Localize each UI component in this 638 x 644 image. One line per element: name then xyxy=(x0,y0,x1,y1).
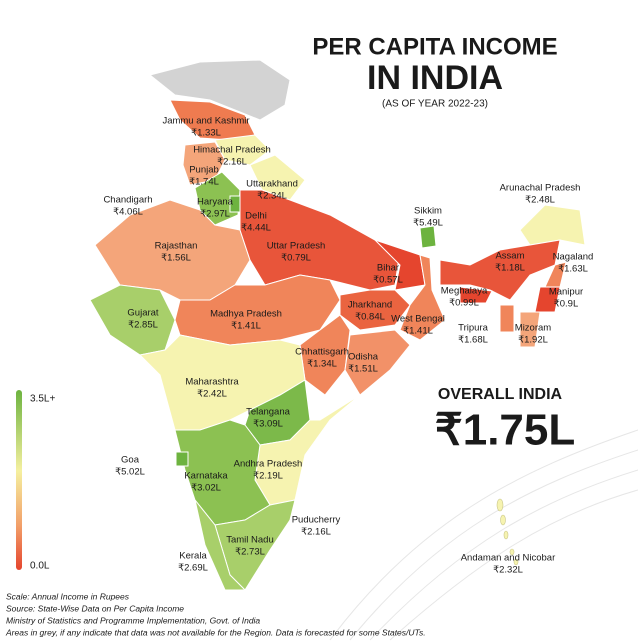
legend-scale xyxy=(16,390,22,570)
region-name: Tamil Nadu xyxy=(226,535,274,546)
note: Source: State-Wise Data on Per Capita In… xyxy=(6,603,184,613)
region-value: ₹1.33L xyxy=(191,128,221,139)
region-name: Assam xyxy=(495,251,524,262)
region-value: ₹0.57L xyxy=(373,275,403,286)
region-name: Chhattisgarh xyxy=(295,347,349,358)
region-name: Kerala xyxy=(179,551,207,562)
note: Scale: Annual Income in Rupees xyxy=(6,591,130,601)
region-value: ₹1.56L xyxy=(161,253,191,264)
region-name: Andhra Pradesh xyxy=(234,459,303,470)
region-value: ₹2.42L xyxy=(197,389,227,400)
region-value: ₹2.97L xyxy=(200,209,230,220)
region-name: Tripura xyxy=(458,323,488,334)
region-name: Madhya Pradesh xyxy=(210,309,282,320)
region-name: Haryana xyxy=(197,197,234,208)
region-value: ₹3.09L xyxy=(253,419,283,430)
decor-lines xyxy=(329,429,638,641)
region-name: Jharkhand xyxy=(348,300,392,311)
region-value: ₹0.9L xyxy=(554,299,579,310)
region-name: Meghalaya xyxy=(441,286,488,297)
region-value: ₹4.44L xyxy=(241,223,271,234)
region-name: Mizoram xyxy=(515,323,552,334)
region-name: Chandigarh xyxy=(103,195,152,206)
region-name: Rajasthan xyxy=(155,241,198,252)
region-name: Puducherry xyxy=(292,515,341,526)
region-name: Andaman and Nicobar xyxy=(461,553,556,564)
region-name: Maharashtra xyxy=(185,377,239,388)
region-value: ₹1.68L xyxy=(458,335,488,346)
region-value: ₹4.06L xyxy=(113,207,143,218)
note: Ministry of Statistics and Programme Imp… xyxy=(6,615,260,625)
title-line-2: IN INDIA xyxy=(367,59,503,97)
legend-min: 0.0L xyxy=(30,561,50,572)
region-name: Delhi xyxy=(245,211,267,222)
region-value: ₹5.02L xyxy=(115,467,145,478)
region-value: ₹2.34L xyxy=(257,191,287,202)
region-value: ₹2.16L xyxy=(217,157,247,168)
note: Areas in grey, if any indicate that data… xyxy=(5,627,426,637)
region-value: ₹2.19L xyxy=(253,471,283,482)
overall-label: OVERALL INDIA xyxy=(438,386,563,403)
title-line-1: PER CAPITA INCOME xyxy=(312,33,557,60)
region-value: ₹2.32L xyxy=(493,565,523,576)
region-value: ₹2.69L xyxy=(178,563,208,574)
region-name: Bihar xyxy=(377,263,399,274)
region-value: ₹2.73L xyxy=(235,547,265,558)
region-value: ₹0.79L xyxy=(281,253,311,264)
region-value: ₹2.48L xyxy=(525,195,555,206)
legend-max: 3.5L+ xyxy=(30,394,55,405)
region-name: Gujarat xyxy=(127,308,159,319)
region-value: ₹1.63L xyxy=(558,264,588,275)
region-value: ₹0.84L xyxy=(355,312,385,323)
region-name: Uttarakhand xyxy=(246,179,298,190)
region-value: ₹5.49L xyxy=(413,218,443,229)
region-value: ₹1.74L xyxy=(189,177,219,188)
overall-value: ₹1.75L xyxy=(435,406,576,455)
region-name: Odisha xyxy=(348,352,379,363)
region-value: ₹2.16L xyxy=(301,527,331,538)
region-value: ₹1.41L xyxy=(403,326,433,337)
region-value: ₹1.92L xyxy=(518,335,548,346)
region-value: ₹3.02L xyxy=(191,483,221,494)
region-name: Arunachal Pradesh xyxy=(500,183,581,194)
region-name: Jammu and Kashmir xyxy=(162,116,249,127)
region-name: Uttar Pradesh xyxy=(267,241,326,252)
region-name: Punjab xyxy=(189,165,219,176)
region-name: Himachal Pradesh xyxy=(193,145,271,156)
region-name: West Bengal xyxy=(391,314,445,325)
region-name: Manipur xyxy=(549,287,583,298)
region-value: ₹1.51L xyxy=(348,364,378,375)
region-value: ₹1.34L xyxy=(307,359,337,370)
region-value: ₹0.99L xyxy=(449,298,479,309)
region-value: ₹1.18L xyxy=(495,263,525,274)
map xyxy=(89,59,586,591)
region-name: Goa xyxy=(121,455,140,466)
subtitle: (AS OF YEAR 2022-23) xyxy=(382,99,488,110)
region-name: Nagaland xyxy=(553,252,594,263)
region-name: Sikkim xyxy=(414,206,442,217)
region-value: ₹2.85L xyxy=(128,320,158,331)
region-name: Karnataka xyxy=(184,471,228,482)
region-value: ₹1.41L xyxy=(231,321,261,332)
region-name: Telangana xyxy=(246,407,291,418)
